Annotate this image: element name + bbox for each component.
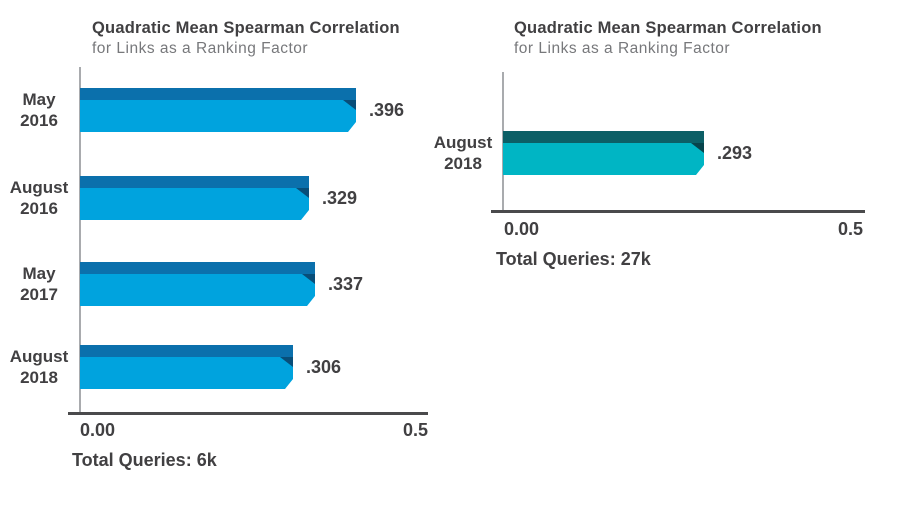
bar-fold xyxy=(691,143,704,153)
bar-fold xyxy=(280,357,293,367)
bar-value-may-2017: .337 xyxy=(328,273,364,294)
bar-top-strip xyxy=(503,131,704,143)
bar-label-august-2018: August 2018 xyxy=(9,346,69,387)
bar-august-2018 xyxy=(80,345,293,389)
x-tick-min: 0.00 xyxy=(504,219,540,239)
bar-label-august-2016: August 2016 xyxy=(9,177,69,218)
bar-august-2018 xyxy=(503,131,704,175)
chart-subtitle: for Links as a Ranking Factor xyxy=(514,40,731,57)
x-axis-line xyxy=(491,210,865,213)
chart-subtitle: for Links as a Ranking Factor xyxy=(92,40,309,57)
bar-label-may-2016: May 2016 xyxy=(20,89,58,130)
bar-august-2016 xyxy=(80,176,309,220)
bar-label-may-2017: May 2017 xyxy=(20,263,58,304)
total-queries-label: Total Queries: 6k xyxy=(72,450,217,470)
bar-may-2016 xyxy=(80,88,356,132)
bar-value-august-2018: .306 xyxy=(306,356,342,377)
bar-top-strip xyxy=(80,176,309,188)
chart-title: Quadratic Mean Spearman Correlation xyxy=(514,19,822,37)
bar-value-august-2016: .329 xyxy=(322,187,358,208)
x-tick-max: 0.5 xyxy=(402,420,428,440)
bar-value-august-2018: .293 xyxy=(717,142,753,163)
y-axis-line xyxy=(79,67,81,413)
bar-fold xyxy=(343,100,356,110)
bar-label-august-2018: August 2018 xyxy=(433,132,493,173)
bar-may-2017 xyxy=(80,262,315,306)
x-tick-max: 0.5 xyxy=(837,219,863,239)
bar-value-may-2016: .396 xyxy=(369,99,405,120)
bar-top-strip xyxy=(80,262,315,274)
bar-top-strip xyxy=(80,345,293,357)
bar-top-strip xyxy=(80,88,356,100)
bar-fold xyxy=(296,188,309,198)
bar-fold xyxy=(302,274,315,284)
x-axis-line xyxy=(68,412,428,415)
total-queries-label: Total Queries: 27k xyxy=(496,249,651,269)
chart-title: Quadratic Mean Spearman Correlation xyxy=(92,19,400,37)
x-tick-min: 0.00 xyxy=(80,420,116,440)
